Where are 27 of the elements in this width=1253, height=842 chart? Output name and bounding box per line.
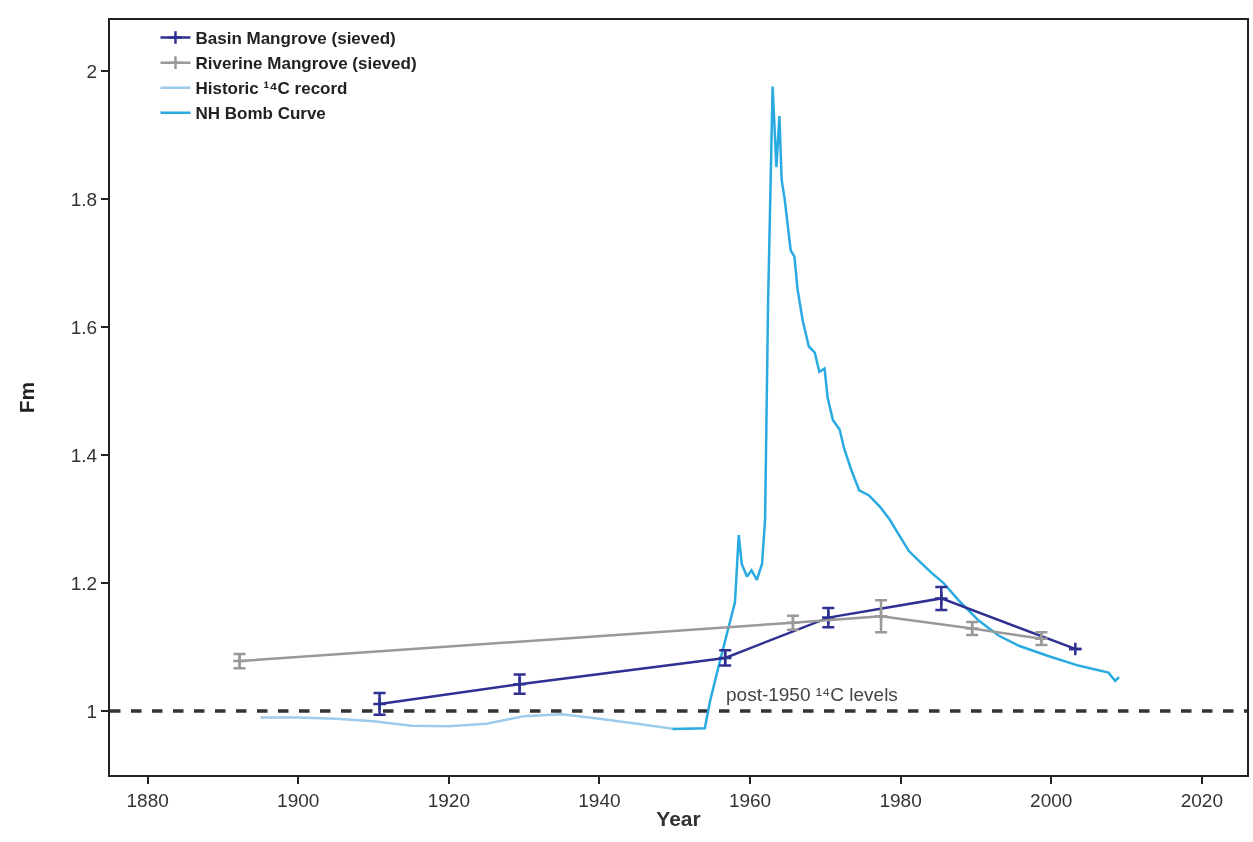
y-tick-label: 1.2: [70, 572, 98, 594]
legend-label: NH Bomb Curve: [195, 104, 326, 124]
x-tick-label: 1920: [427, 789, 470, 811]
legend-label: Basin Mangrove (sieved): [195, 29, 396, 49]
ref-line-label: post-1950 ¹⁴C levels: [726, 684, 898, 705]
x-tick-label: 1900: [277, 789, 320, 811]
y-tick-label: 2: [86, 60, 98, 82]
y-tick-label: 1: [86, 700, 98, 722]
y-tick-label: 1.4: [70, 444, 98, 466]
point: [372, 696, 388, 712]
x-tick-label: 2020: [1180, 789, 1223, 811]
point: [873, 608, 889, 624]
x-tick-label: 1980: [879, 789, 922, 811]
x-axis-title: Year: [656, 807, 701, 831]
line-series: [671, 85, 1121, 731]
y-tick-label: 1.8: [70, 188, 98, 210]
x-tick-label: 1940: [578, 789, 621, 811]
x-tick-label: 1960: [728, 789, 772, 811]
y-tick-label: 1.6: [70, 316, 98, 338]
point: [933, 590, 949, 606]
x-tick-label: 2000: [1030, 789, 1073, 811]
line-series: [259, 712, 676, 731]
y-axis-title: Fm: [15, 381, 39, 414]
legend-label: Riverine Mangrove (sieved): [195, 54, 417, 74]
legend-label: Historic ¹⁴C record: [195, 79, 348, 99]
x-tick-label: 1880: [126, 789, 169, 811]
point: [1067, 641, 1083, 657]
